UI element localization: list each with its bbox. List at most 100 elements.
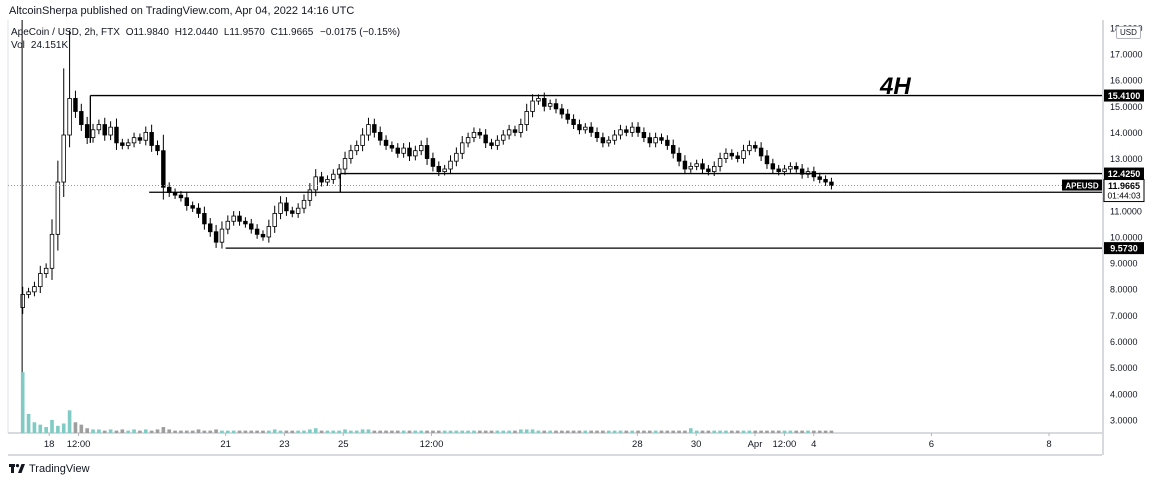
volume-bar <box>495 430 500 433</box>
volume-bar <box>548 430 552 433</box>
volume-bar <box>712 430 717 433</box>
y-tick-label: 11.0000 <box>1110 206 1142 216</box>
volume-bar <box>753 430 758 433</box>
volume-bar <box>226 430 230 433</box>
volume-bar <box>161 427 166 433</box>
countdown-text: 01:44:03 <box>1107 191 1140 201</box>
candle-body <box>688 165 694 170</box>
volume-bar <box>642 430 646 433</box>
volume-bar <box>659 430 664 433</box>
volume-bar <box>483 430 488 433</box>
candle-body <box>90 129 96 139</box>
candle-body <box>348 150 354 159</box>
volume-bar <box>56 425 60 433</box>
candle-body <box>717 158 723 167</box>
candle-body <box>471 131 477 139</box>
candle-body <box>196 207 201 214</box>
x-tick-label: 30 <box>691 439 702 450</box>
candle-body <box>577 124 582 131</box>
volume-bar <box>747 430 752 433</box>
volume-bar <box>589 430 593 433</box>
candle-body <box>249 223 254 230</box>
candle-body <box>49 233 55 269</box>
candle-body <box>178 194 184 199</box>
volume-bar <box>601 430 605 433</box>
volume-bar <box>436 430 441 433</box>
candle-body <box>354 145 359 152</box>
volume-bar <box>724 430 728 433</box>
tradingview-logo[interactable]: TradingView <box>9 463 90 475</box>
volume-bar <box>149 430 154 433</box>
candle-body <box>161 150 166 188</box>
candle-body <box>512 129 518 133</box>
volume-bar <box>489 430 494 433</box>
candle-body <box>131 137 137 144</box>
volume-bar <box>729 430 734 433</box>
legend-high-label: H <box>174 27 182 38</box>
candle-body <box>319 176 324 183</box>
volume-bar <box>390 430 394 433</box>
tradingview-logo-icon <box>9 464 25 473</box>
y-tick-label: 15.0000 <box>1110 102 1143 112</box>
volume-bar <box>618 430 623 433</box>
currency-label[interactable]: USD <box>1116 26 1141 39</box>
candle-body <box>647 137 652 144</box>
volume-bar <box>302 430 306 433</box>
y-tick-label: 8.0000 <box>1110 285 1138 295</box>
volume-bar <box>442 430 447 433</box>
candle-body <box>278 202 283 214</box>
candle-body <box>237 215 242 222</box>
x-tick-label: 21 <box>220 439 231 450</box>
volume-label: Vol <box>11 40 25 51</box>
volume-bar <box>179 430 183 433</box>
candle-body <box>465 137 471 144</box>
volume-bar <box>38 424 43 433</box>
volume-bar <box>466 430 470 433</box>
volume-bar <box>454 430 459 433</box>
legend-open-value: 11.9840 <box>133 27 169 38</box>
candle-body <box>729 152 735 157</box>
candle-body <box>342 158 348 170</box>
candle-body <box>79 111 84 125</box>
volume-bar <box>61 423 66 433</box>
volume-bar <box>565 430 570 433</box>
volume-bar <box>530 429 535 433</box>
volume-bar <box>683 430 687 433</box>
legend-open-label: O <box>125 27 134 38</box>
candle-body <box>477 131 483 136</box>
volume-bar <box>190 430 195 433</box>
candle-body <box>530 100 535 112</box>
legend-close-value: 11.9665 <box>277 27 314 38</box>
candle-body <box>208 223 213 233</box>
x-tick-label: 12:00 <box>772 439 796 450</box>
y-tick-label: 4.0000 <box>1110 389 1138 399</box>
level-price-tag-text: 12.4250 <box>1108 169 1141 179</box>
volume-bar <box>647 430 652 433</box>
candle-body <box>325 179 330 183</box>
candle-body <box>254 228 260 235</box>
candle-body <box>377 131 383 141</box>
candle-body <box>594 131 600 139</box>
candle-body <box>96 124 102 131</box>
tradingview-logo-text: TradingView <box>29 463 90 475</box>
volume-bar <box>472 430 476 433</box>
legend-low-value: 11.9570 <box>229 27 265 38</box>
candle-body <box>43 267 49 274</box>
y-tick-label: 9.0000 <box>1110 259 1138 269</box>
volume-bar <box>138 430 142 433</box>
candle-body <box>524 111 529 125</box>
candle-body <box>501 134 506 141</box>
candle-body <box>120 142 125 146</box>
volume-bar <box>44 427 48 433</box>
volume-bar <box>237 430 242 433</box>
y-tick-label: 13.0000 <box>1110 154 1143 164</box>
candle-body <box>460 142 465 154</box>
volume-bar <box>184 430 189 433</box>
x-tick-label: 12:00 <box>67 439 91 450</box>
level-price-tag <box>1104 167 1144 180</box>
volume-bar <box>126 430 131 433</box>
volume-bar <box>771 430 775 433</box>
volume-bar <box>431 430 435 433</box>
volume-bar <box>524 429 529 433</box>
